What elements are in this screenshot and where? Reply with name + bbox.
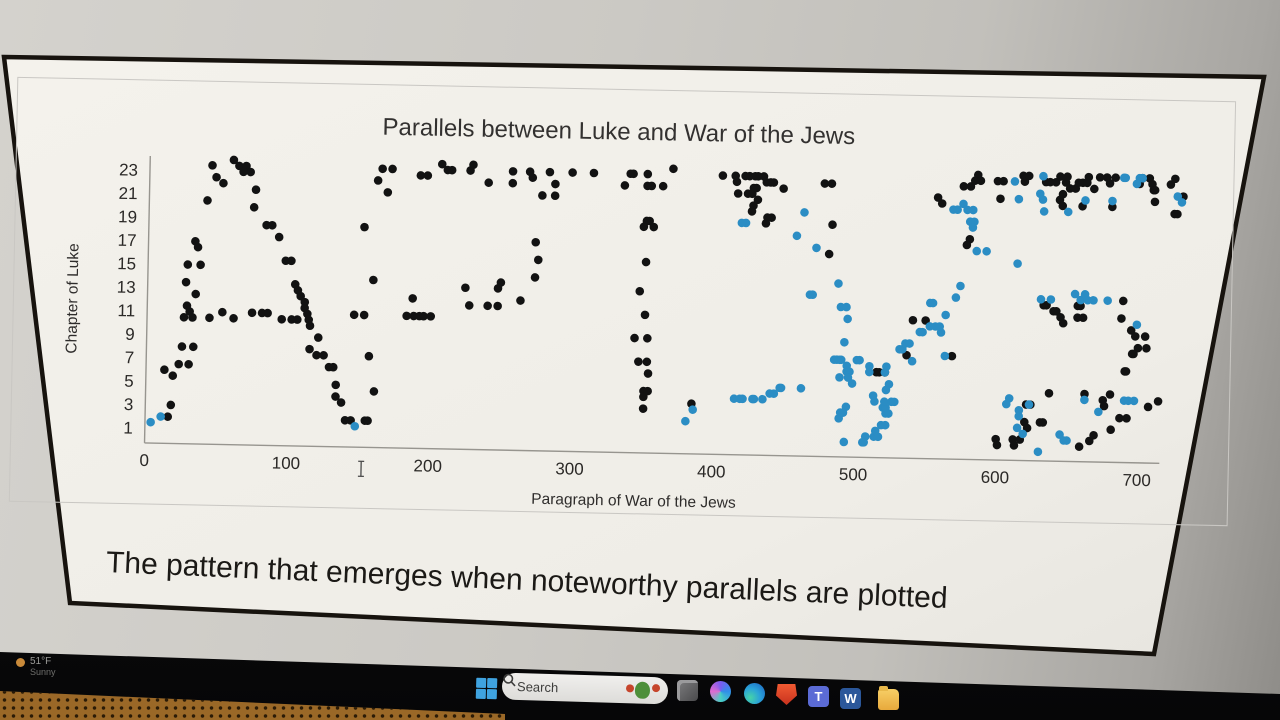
svg-text:1: 1 xyxy=(123,419,133,438)
weather-widget[interactable]: 51°F Sunny xyxy=(16,656,56,677)
windows-logo-icon xyxy=(476,677,487,688)
windows-logo-icon xyxy=(475,688,487,699)
svg-text:400: 400 xyxy=(697,462,726,482)
svg-text:0: 0 xyxy=(139,451,149,470)
svg-text:23: 23 xyxy=(119,160,138,179)
word-icon[interactable]: W xyxy=(840,688,861,709)
y-axis-label: Chapter of Luke xyxy=(63,243,82,354)
scatter-points-black xyxy=(160,155,1188,452)
x-tick-labels: 0 100 200 300 400 500 600 700 xyxy=(139,451,1151,490)
search-placeholder: Search xyxy=(516,678,559,696)
search-box[interactable]: Search xyxy=(501,672,669,705)
svg-text:600: 600 xyxy=(980,468,1009,488)
svg-text:200: 200 xyxy=(413,456,442,476)
windows-logo-icon xyxy=(486,689,497,700)
bing-seasonal-icon xyxy=(625,680,661,701)
svg-text:3: 3 xyxy=(124,395,134,414)
svg-text:13: 13 xyxy=(117,278,136,297)
file-explorer-icon[interactable] xyxy=(878,686,899,710)
y-tick-labels: 23 21 19 17 15 13 11 9 7 5 3 1 xyxy=(117,160,139,438)
svg-text:11: 11 xyxy=(117,301,135,320)
text-cursor-pointer xyxy=(357,460,365,478)
weather-condition: Sunny xyxy=(30,667,56,677)
svg-text:5: 5 xyxy=(124,372,134,391)
brave-icon[interactable] xyxy=(776,684,797,705)
svg-text:21: 21 xyxy=(118,184,137,203)
scatter-points-blue xyxy=(146,171,1187,457)
weather-sun-icon xyxy=(16,658,25,667)
scatter-chart: Parallels between Luke and War of the Je… xyxy=(8,76,1237,527)
svg-text:7: 7 xyxy=(125,348,135,367)
edge-icon[interactable] xyxy=(744,683,765,704)
teams-icon[interactable]: T xyxy=(808,686,829,707)
start-button[interactable] xyxy=(475,677,499,701)
svg-text:19: 19 xyxy=(118,207,137,226)
windows-logo-icon xyxy=(487,678,498,689)
chart-frame xyxy=(8,76,1237,527)
slide xyxy=(1,54,1267,657)
svg-text:300: 300 xyxy=(555,459,584,479)
svg-text:700: 700 xyxy=(1122,471,1151,491)
svg-text:500: 500 xyxy=(839,465,868,485)
x-axis-label: Paragraph of War of the Jews xyxy=(531,491,736,512)
svg-text:17: 17 xyxy=(117,231,136,250)
copilot-icon[interactable] xyxy=(710,681,731,702)
axes xyxy=(143,155,1160,465)
svg-text:100: 100 xyxy=(272,454,301,474)
svg-text:9: 9 xyxy=(125,325,135,344)
task-view-icon[interactable] xyxy=(677,680,698,701)
svg-text:15: 15 xyxy=(117,254,136,273)
weather-temperature: 51°F xyxy=(30,656,52,667)
search-icon xyxy=(503,673,516,687)
